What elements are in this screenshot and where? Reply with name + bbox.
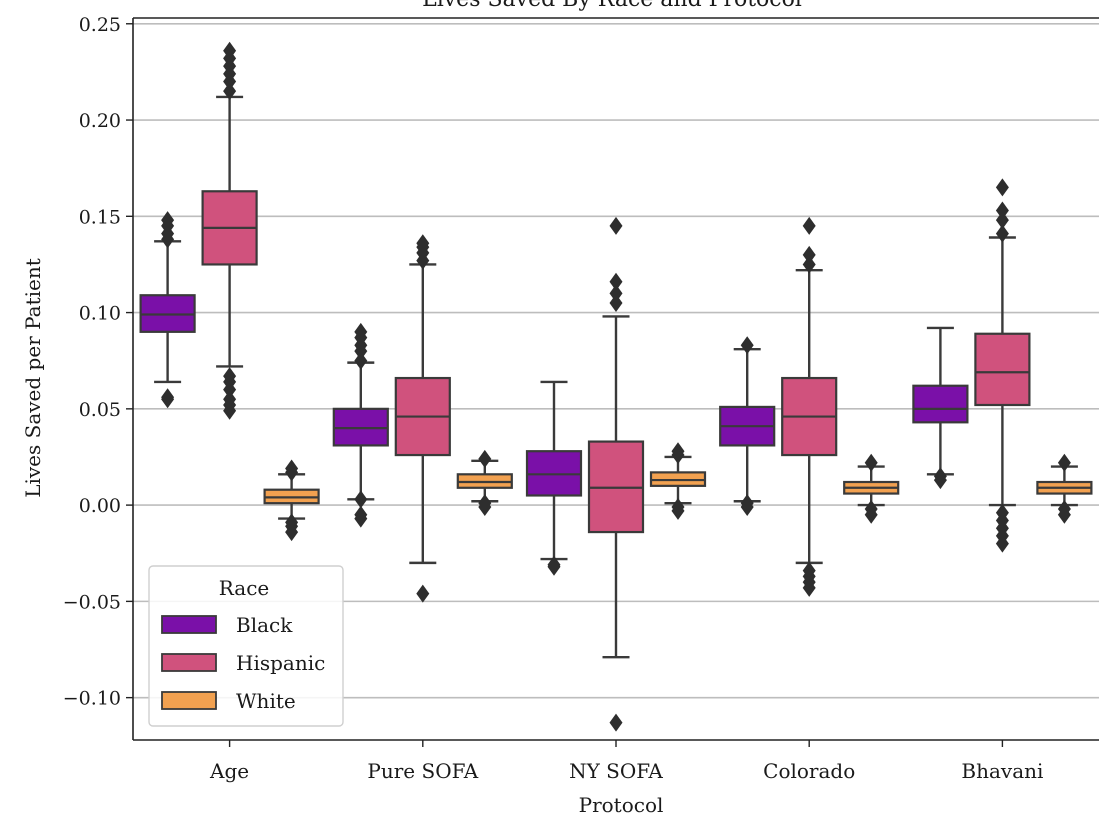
outlier-point — [995, 224, 1009, 243]
outlier-point — [802, 255, 816, 274]
outlier-point — [995, 503, 1009, 522]
box-white-4 — [1036, 453, 1093, 524]
outlier-point — [609, 293, 623, 312]
iqr-box — [912, 384, 969, 424]
box-hispanic-1 — [394, 234, 451, 603]
y-tick-label: 0.00 — [79, 495, 121, 517]
y-tick-label: −0.10 — [63, 688, 121, 710]
legend-swatch-white — [161, 691, 217, 710]
outlier-point — [609, 216, 623, 235]
iqr-box — [974, 332, 1031, 407]
outlier-point — [740, 494, 754, 513]
outlier-point — [1057, 453, 1071, 472]
box-black-4 — [912, 326, 969, 490]
outlier-point — [995, 201, 1009, 220]
outlier-point — [802, 216, 816, 235]
y-tick-label: 0.20 — [79, 110, 121, 132]
outlier-point — [223, 390, 237, 409]
y-tick-label: −0.05 — [63, 591, 121, 613]
box-white-1 — [456, 449, 513, 517]
outlier-point — [864, 453, 878, 472]
outlier-point — [285, 513, 299, 532]
outlier-point — [161, 388, 175, 407]
outlier-point — [671, 442, 685, 461]
x-tick-label: Pure SOFA — [367, 759, 478, 783]
outlier-point — [609, 272, 623, 291]
boxes-layer — [139, 41, 1093, 732]
outlier-point — [354, 322, 368, 341]
outlier-point — [802, 561, 816, 580]
x-tick-label: Colorado — [763, 759, 855, 783]
outlier-point — [802, 245, 816, 264]
outlier-point — [223, 82, 237, 101]
outlier-point — [354, 505, 368, 524]
box-white-3 — [843, 453, 900, 524]
outlier-point — [354, 490, 368, 509]
outlier-point — [547, 555, 561, 574]
y-tick-label: 0.10 — [79, 303, 121, 325]
y-axis-label: Lives Saved per Patient — [21, 258, 45, 498]
outlier-point — [671, 498, 685, 517]
legend-swatch-black — [161, 615, 217, 634]
box-hispanic-2 — [587, 216, 645, 732]
outlier-point — [609, 284, 623, 303]
box-black-1 — [332, 322, 389, 528]
legend-title: Race — [219, 576, 269, 600]
outlier-point — [478, 494, 492, 513]
box-black-0 — [139, 211, 196, 409]
x-tick-label: NY SOFA — [569, 759, 663, 783]
box-black-3 — [719, 336, 776, 517]
chart-title: Lives Saved By Race and Protocol — [422, 0, 802, 12]
outlier-point — [223, 41, 237, 60]
legend: Race Black Hispanic White — [148, 565, 344, 727]
outlier-point — [933, 467, 947, 486]
outlier-point — [740, 336, 754, 355]
box-hispanic-3 — [781, 216, 838, 597]
box-white-0 — [263, 459, 320, 542]
outlier-point — [161, 211, 175, 230]
outlier-point — [1057, 499, 1071, 518]
legend-frame — [148, 565, 344, 727]
legend-label-black: Black — [236, 613, 293, 637]
x-tick-label: Age — [209, 759, 249, 783]
outlier-point — [478, 449, 492, 468]
legend-label-white: White — [236, 689, 296, 713]
outlier-point — [285, 459, 299, 478]
outlier-point — [416, 584, 430, 603]
outlier-point — [995, 211, 1009, 230]
box-hispanic-4 — [974, 178, 1031, 553]
outlier-point — [354, 351, 368, 370]
box-black-2 — [525, 380, 583, 576]
box-hispanic-0 — [201, 41, 258, 420]
outlier-point — [609, 713, 623, 732]
y-tick-label: 0.25 — [79, 14, 121, 36]
y-tick-label: 0.05 — [79, 399, 121, 421]
box-white-2 — [649, 442, 707, 520]
outlier-point — [416, 234, 430, 253]
y-tick-label: 0.15 — [79, 206, 121, 228]
axes: −0.10 −0.05 0.00 0.05 0.10 0.15 0.20 0.25 Age Pur… — [63, 14, 1099, 783]
x-tick-label: Bhavani — [961, 759, 1043, 783]
outlier-point — [223, 367, 237, 386]
outlier-point — [995, 178, 1009, 197]
x-axis-label: Protocol — [579, 793, 664, 817]
legend-label-hispanic: Hispanic — [236, 651, 325, 675]
outlier-point — [864, 499, 878, 518]
legend-swatch-hispanic — [161, 653, 217, 672]
